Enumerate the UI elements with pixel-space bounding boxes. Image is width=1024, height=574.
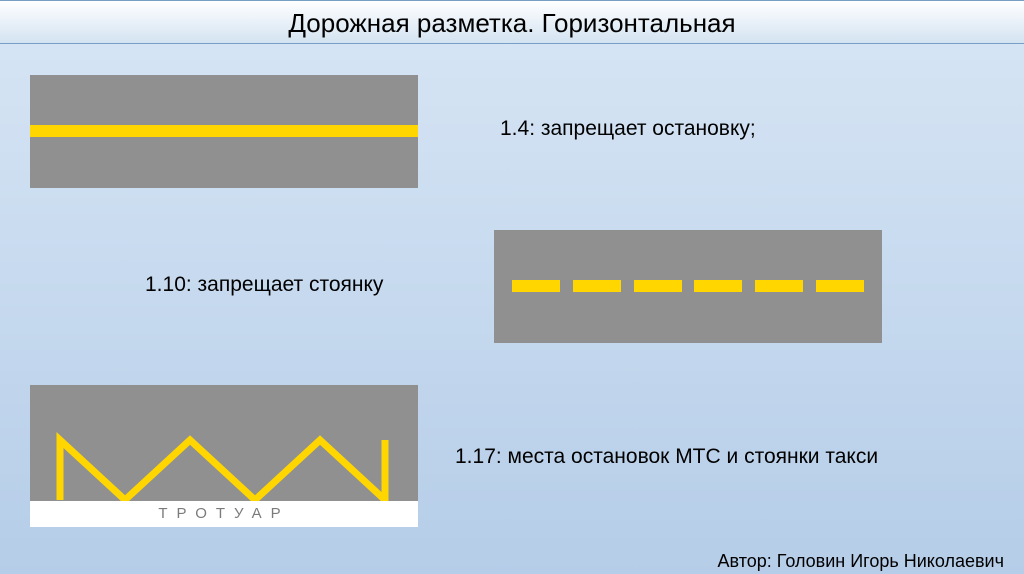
dashed-yellow-line [494, 280, 882, 292]
dash-segment [694, 280, 742, 292]
marking-1-17-label: 1.17: места остановок МТС и стоянки такс… [455, 445, 878, 469]
dash-segment [816, 280, 864, 292]
curb-label: ТРОТУАР [30, 501, 418, 527]
marking-1-17-diagram: ТРОТУАР [30, 385, 418, 527]
marking-1-10-diagram [494, 230, 882, 343]
marking-1-4-diagram [30, 75, 418, 188]
marking-1-10-label: 1.10: запрещает стоянку [145, 273, 383, 297]
solid-yellow-line [30, 125, 418, 137]
dash-segment [755, 280, 803, 292]
dash-segment [634, 280, 682, 292]
dash-segment [573, 280, 621, 292]
author-label: Автор: Головин Игорь Николаевич [718, 551, 1004, 572]
dash-segment [512, 280, 560, 292]
marking-1-4-label: 1.4: запрещает остановку; [500, 117, 756, 141]
page-title: Дорожная разметка. Горизонтальная [0, 0, 1024, 44]
